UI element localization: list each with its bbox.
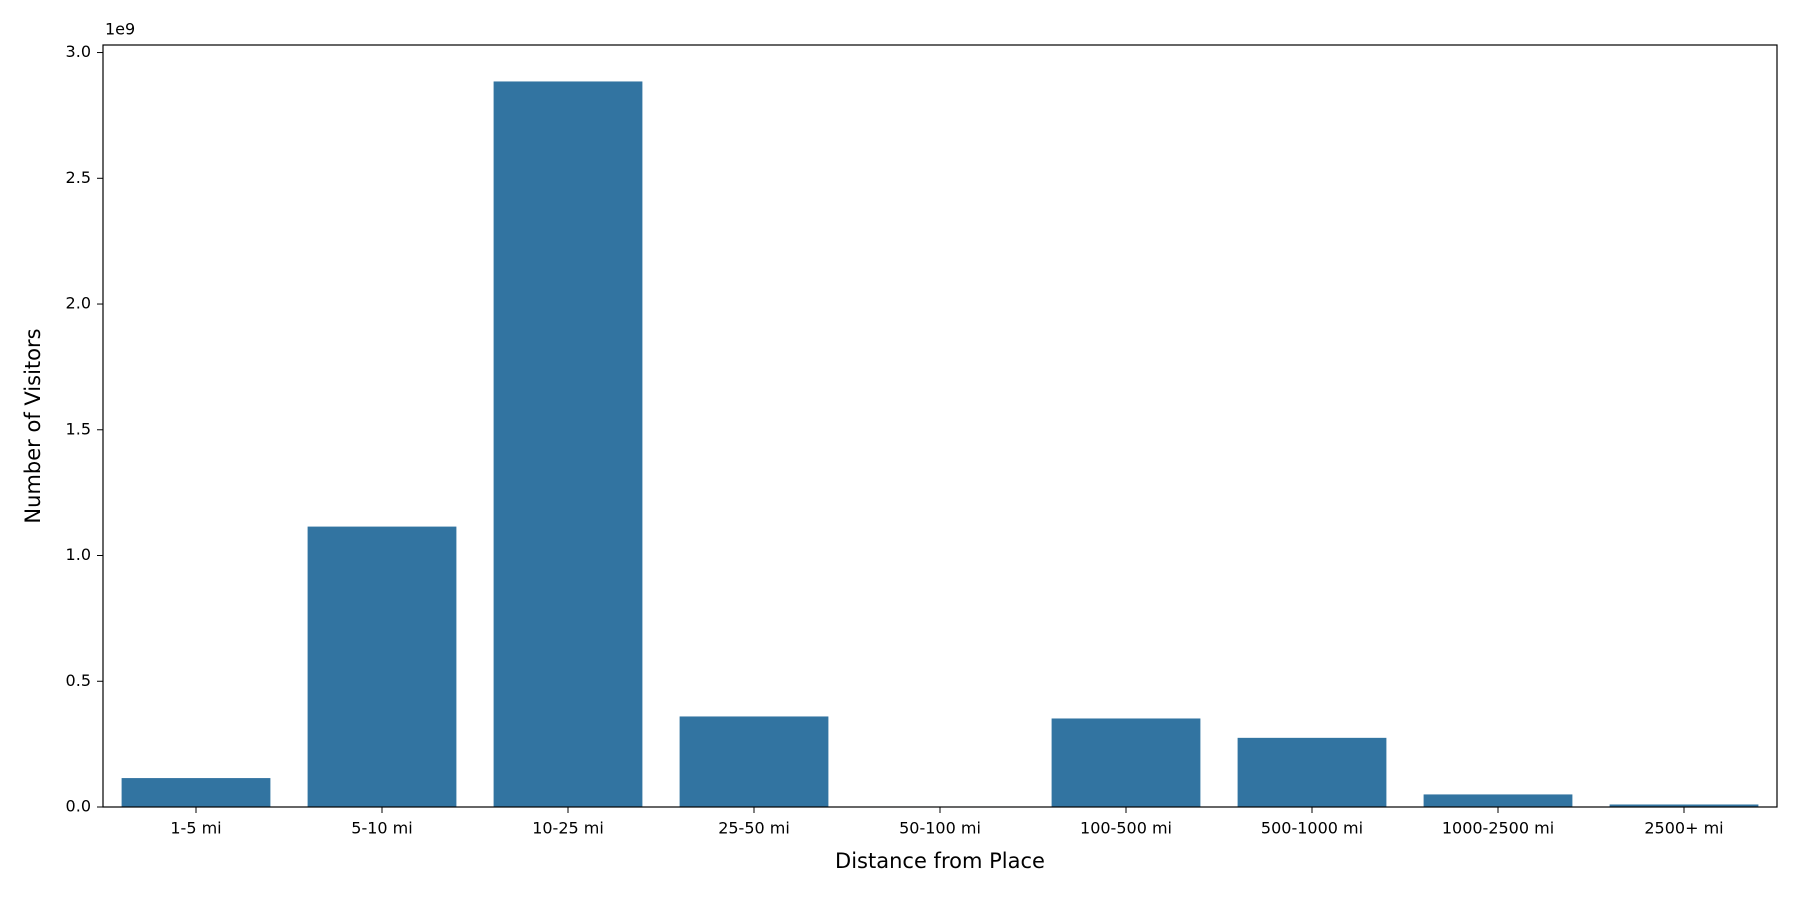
y-tick-label: 0.0 [66,797,91,816]
plot-frame [102,44,1778,808]
y-axis-label: Number of Visitors [21,328,45,523]
bar [679,716,829,807]
x-tick-label: 10-25 mi [532,819,604,838]
bar [1609,804,1759,807]
y-tick-label: 3.0 [66,42,91,61]
y-tick-label: 2.5 [66,168,91,187]
x-tick-label: 5-10 mi [351,819,412,838]
bar [121,778,271,807]
bar [1237,737,1387,807]
y-tick-label: 1.0 [66,545,91,564]
y-tick-label: 1.5 [66,419,91,438]
x-tick-label: 1-5 mi [170,819,221,838]
y-offset-label: 1e9 [105,20,135,39]
x-tick-label: 500-1000 mi [1261,819,1363,838]
x-tick-label: 100-500 mi [1080,819,1172,838]
x-tick-label: 1000-2500 mi [1442,819,1554,838]
y-tick-label: 0.5 [66,671,91,690]
y-tick-label: 2.0 [66,294,91,313]
bar [493,81,643,808]
x-tick-label: 25-50 mi [718,819,790,838]
x-tick-label: 2500+ mi [1644,819,1723,838]
x-tick-label: 50-100 mi [899,819,981,838]
bar [307,526,457,807]
bar [1051,718,1201,807]
x-axis-label: Distance from Place [835,849,1045,873]
bar [1423,794,1573,807]
